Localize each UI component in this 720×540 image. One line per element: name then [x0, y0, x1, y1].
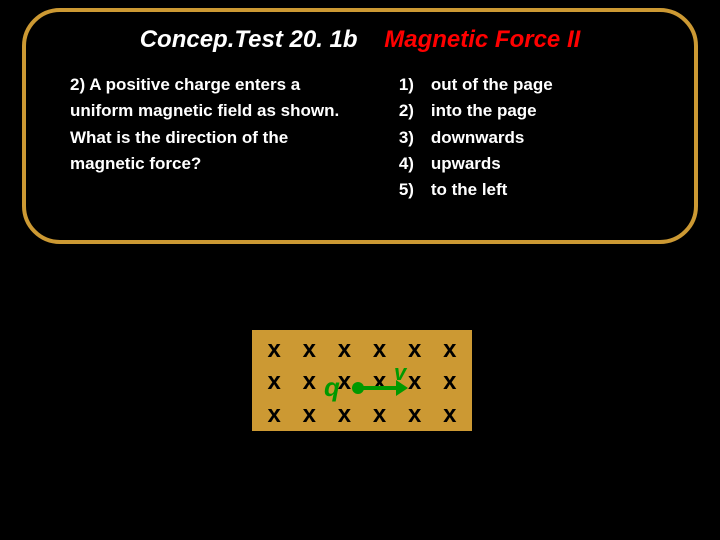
x-icon: x	[296, 399, 322, 431]
field-diagram: x x x x x x x x x x x x x x x x x x q v	[252, 330, 472, 431]
option-num: 3)	[399, 125, 421, 151]
x-icon: x	[331, 399, 357, 431]
x-icon: x	[437, 334, 463, 366]
option-text: upwards	[431, 151, 501, 177]
title-topic: Magnetic Force II	[384, 26, 580, 53]
x-icon: x	[261, 334, 287, 366]
option-num: 5)	[399, 177, 421, 203]
title-prefix: Concep.Test 20. 1b	[140, 26, 358, 53]
option-num: 1)	[399, 72, 421, 98]
option-4: 4) upwards	[399, 151, 650, 177]
x-row-mid-wrap: x x x x x x x x x x x x q v	[252, 366, 472, 431]
x-icon: x	[261, 399, 287, 431]
option-3: 3) downwards	[399, 125, 650, 151]
velocity-label: v	[394, 360, 406, 386]
x-icon: x	[437, 366, 463, 398]
content-row: 2) A positive charge enters a uniform ma…	[44, 72, 676, 204]
velocity-arrow-icon	[362, 386, 398, 390]
option-text: into the page	[431, 98, 537, 124]
x-icon: x	[296, 366, 322, 398]
option-5: 5) to the left	[399, 177, 650, 203]
option-text: downwards	[431, 125, 525, 151]
options-list: 1) out of the page 2) into the page 3) d…	[399, 72, 650, 204]
charge-label: q	[324, 372, 340, 403]
option-num: 2)	[399, 98, 421, 124]
x-icon: x	[296, 334, 322, 366]
slide-title: Concep.Test 20. 1b Magnetic Force II	[44, 26, 676, 54]
x-icon: x	[367, 366, 393, 398]
option-num: 4)	[399, 151, 421, 177]
option-2: 2) into the page	[399, 98, 650, 124]
question-text: 2) A positive charge enters a uniform ma…	[70, 72, 359, 204]
x-icon: x	[367, 399, 393, 431]
option-text: to the left	[431, 177, 508, 203]
x-icon: x	[402, 399, 428, 431]
x-row-mid2: x x x x x x	[252, 399, 472, 431]
option-1: 1) out of the page	[399, 72, 650, 98]
x-icon: x	[261, 366, 287, 398]
x-row-top: x x x x x x	[252, 334, 472, 366]
x-icon: x	[437, 399, 463, 431]
option-text: out of the page	[431, 72, 553, 98]
x-icon: x	[331, 334, 357, 366]
question-card: Concep.Test 20. 1b Magnetic Force II 2) …	[22, 8, 698, 244]
x-icon: x	[367, 334, 393, 366]
